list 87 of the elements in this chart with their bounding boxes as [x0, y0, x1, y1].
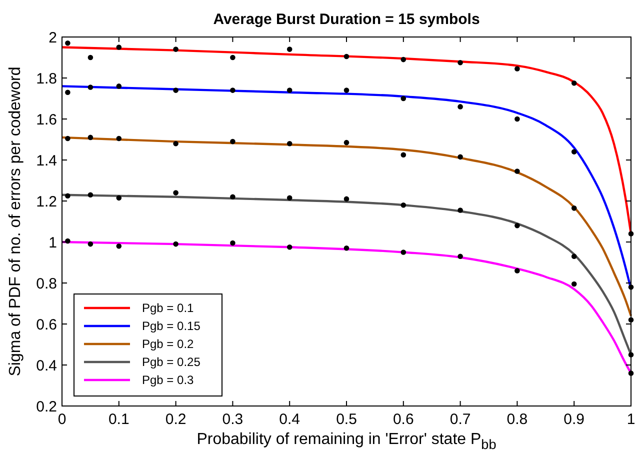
point: [458, 60, 463, 66]
y-tick-label: 1.4: [36, 152, 57, 170]
point: [230, 88, 236, 93]
point: [286, 88, 292, 93]
point: [571, 149, 577, 154]
point: [65, 40, 70, 46]
y-tick-label: 1.8: [36, 70, 57, 88]
point: [458, 154, 463, 160]
point: [458, 104, 463, 110]
line-series: [60, 136, 632, 317]
point: [65, 238, 70, 244]
point: [286, 140, 292, 146]
legend-label: Pgb = 0.25: [142, 355, 201, 370]
point: [173, 190, 178, 196]
point: [344, 196, 350, 202]
point: [458, 254, 463, 259]
point: [571, 206, 577, 211]
point: [400, 56, 406, 62]
x-tick-label: 0.9: [564, 411, 585, 428]
point: [88, 84, 94, 90]
point: [116, 84, 122, 89]
chart-title: Average Burst Duration = 15 symbols: [213, 11, 480, 28]
y-tick-label: 0.4: [36, 357, 57, 374]
x-tick-label: 0.4: [279, 411, 300, 428]
x-tick-label: 1: [626, 411, 636, 428]
point: [88, 241, 94, 247]
point: [514, 222, 520, 228]
point: [514, 168, 520, 174]
point: [286, 195, 292, 201]
point: [88, 192, 94, 198]
point: [344, 246, 350, 251]
line-series: [60, 194, 632, 356]
legend-label: Pgb = 0.1: [142, 301, 194, 316]
x-tick-label: 0: [58, 411, 66, 428]
point: [88, 134, 94, 140]
y-tick-label: 2: [48, 29, 57, 46]
point: [230, 138, 236, 144]
point: [344, 54, 350, 60]
x-tick-label: 0.7: [450, 411, 471, 428]
y-tick-label: 1.2: [36, 193, 57, 210]
point: [286, 244, 292, 250]
point: [65, 136, 70, 142]
line-series: [60, 240, 632, 374]
legend-label: Pgb = 0.3: [142, 373, 194, 388]
point: [514, 268, 520, 274]
point: [173, 241, 178, 247]
point: [344, 88, 350, 93]
point: [116, 195, 122, 201]
point: [571, 80, 577, 86]
point: [65, 90, 70, 95]
y-tick-label: 0.2: [36, 398, 57, 416]
point: [400, 250, 406, 255]
point: [458, 208, 463, 213]
x-tick-label: 0.6: [392, 411, 414, 428]
point: [88, 54, 94, 60]
point: [400, 96, 406, 102]
point: [514, 66, 520, 72]
point: [230, 240, 236, 246]
point: [116, 243, 122, 249]
x-tick-label: 0.1: [108, 411, 130, 428]
point: [514, 116, 520, 122]
legend-label: Pgb = 0.2: [142, 337, 194, 352]
point: [173, 88, 178, 93]
y-tick-label: 0.6: [36, 316, 57, 334]
point: [344, 140, 350, 146]
point: [571, 281, 577, 287]
y-tick-label: 1.6: [36, 111, 57, 128]
y-axis-title: Sigma of PDF of no. of errors per codeword: [7, 66, 24, 376]
point: [173, 46, 178, 52]
point: [116, 136, 122, 142]
x-axis-title: Probability of remaining in 'Error' state P$_{bb}$: [196, 431, 496, 452]
y-tick-label: 0.8: [36, 275, 57, 292]
point: [173, 140, 178, 146]
point: [400, 152, 406, 158]
point: [230, 54, 236, 60]
point: [230, 194, 236, 200]
point: [571, 254, 577, 259]
x-tick-label: 0.5: [336, 411, 357, 428]
x-tick-label: 0.8: [506, 411, 528, 428]
point: [65, 193, 70, 199]
y-tick-label: 1: [48, 234, 57, 252]
point: [286, 46, 292, 52]
x-tick-label: 0.3: [222, 411, 244, 428]
point: [400, 202, 406, 208]
x-tick-label: 0.2: [165, 411, 186, 428]
point: [116, 44, 122, 50]
legend-label: Pgb = 0.15: [142, 319, 201, 334]
